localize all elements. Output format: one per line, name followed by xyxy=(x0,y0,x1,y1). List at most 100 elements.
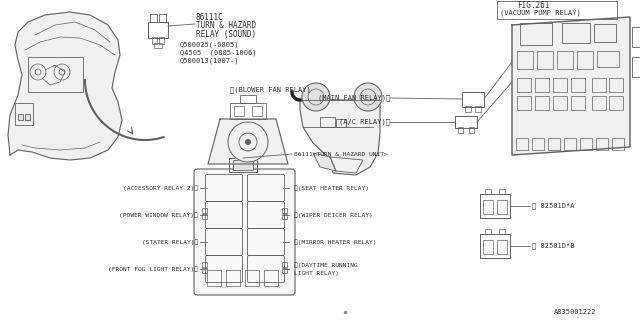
Bar xyxy=(150,14,157,22)
Text: ①(MIRROR HEATER RELAY): ①(MIRROR HEATER RELAY) xyxy=(294,239,376,245)
Bar xyxy=(230,103,266,119)
Bar xyxy=(18,114,23,120)
Bar xyxy=(632,57,640,77)
Bar xyxy=(202,268,207,273)
Text: Q4505  (0805-1006): Q4505 (0805-1006) xyxy=(180,50,257,56)
Bar xyxy=(159,37,164,44)
Text: TURN & HAZARD: TURN & HAZARD xyxy=(196,21,256,30)
Bar xyxy=(592,96,606,110)
Bar xyxy=(282,214,287,219)
Bar xyxy=(148,22,168,38)
Text: (MAIN FAN RELAY)②: (MAIN FAN RELAY)② xyxy=(317,95,390,101)
Text: Q500013(1007-): Q500013(1007-) xyxy=(180,58,239,64)
Circle shape xyxy=(354,83,382,111)
Bar xyxy=(28,57,83,92)
Bar xyxy=(497,1,617,19)
Text: (FRONT FOG LIGHT RELAY)①: (FRONT FOG LIGHT RELAY)① xyxy=(108,266,198,272)
Text: ①(WIPER DEICER RELAY): ①(WIPER DEICER RELAY) xyxy=(294,212,372,218)
Bar xyxy=(154,43,162,48)
Bar xyxy=(557,51,573,69)
Text: LIGHT RELAY): LIGHT RELAY) xyxy=(294,270,339,276)
Bar xyxy=(499,229,505,234)
Bar xyxy=(320,117,335,127)
Bar xyxy=(499,189,505,194)
Bar xyxy=(497,200,507,214)
Bar xyxy=(480,194,510,218)
Bar xyxy=(562,23,590,43)
Bar xyxy=(532,138,544,150)
Text: ①(DAYTIME RUNNING: ①(DAYTIME RUNNING xyxy=(294,262,358,268)
Polygon shape xyxy=(300,100,380,175)
Polygon shape xyxy=(313,153,336,171)
Text: FIG.261: FIG.261 xyxy=(517,1,549,10)
Bar xyxy=(15,103,33,125)
Bar xyxy=(202,208,207,213)
Bar xyxy=(282,262,287,267)
Bar xyxy=(483,240,493,254)
Text: A835001222: A835001222 xyxy=(554,309,596,315)
Bar xyxy=(483,200,493,214)
Bar xyxy=(592,78,606,92)
Circle shape xyxy=(228,122,268,162)
Bar xyxy=(202,262,207,267)
Bar xyxy=(535,96,549,110)
Bar xyxy=(517,78,531,92)
Bar xyxy=(485,229,491,234)
Bar xyxy=(475,106,481,112)
Bar xyxy=(226,270,240,286)
Bar xyxy=(264,270,278,286)
Text: RELAY (SOUND): RELAY (SOUND) xyxy=(196,29,256,38)
Bar xyxy=(252,106,262,116)
Bar xyxy=(535,78,549,92)
Bar xyxy=(25,114,30,120)
Bar xyxy=(577,51,593,69)
Polygon shape xyxy=(208,119,288,164)
Bar xyxy=(462,92,484,107)
Bar xyxy=(596,138,608,150)
FancyBboxPatch shape xyxy=(194,169,295,295)
Bar xyxy=(553,78,567,92)
Text: ②(BLOWER FAN RELAY): ②(BLOWER FAN RELAY) xyxy=(230,87,311,93)
Bar xyxy=(240,95,256,103)
Bar xyxy=(152,37,157,44)
Text: (ACCESSORY RELAY 2)①: (ACCESSORY RELAY 2)① xyxy=(123,185,198,191)
Text: (A/C RELAY)①: (A/C RELAY)① xyxy=(339,119,390,125)
Bar xyxy=(469,127,474,133)
Bar xyxy=(485,189,491,194)
Bar xyxy=(202,214,207,219)
Bar xyxy=(520,23,552,45)
Bar xyxy=(516,138,528,150)
Bar xyxy=(537,51,553,69)
Bar xyxy=(234,106,244,116)
Bar xyxy=(632,27,640,47)
Bar xyxy=(571,78,585,92)
Text: ① 82501D*A: ① 82501D*A xyxy=(532,203,575,209)
Bar xyxy=(594,24,616,42)
Bar xyxy=(580,138,592,150)
Text: ①(SEAT HEATER RELAY): ①(SEAT HEATER RELAY) xyxy=(294,185,369,191)
Bar xyxy=(229,158,257,172)
Bar xyxy=(564,138,576,150)
Bar xyxy=(517,51,533,69)
Bar xyxy=(159,14,166,22)
Bar xyxy=(282,268,287,273)
Bar xyxy=(455,116,477,128)
Bar xyxy=(233,160,253,170)
Bar xyxy=(548,138,560,150)
Bar xyxy=(553,96,567,110)
Bar xyxy=(282,208,287,213)
Bar xyxy=(245,270,259,286)
Text: Q500025(-0805): Q500025(-0805) xyxy=(180,42,239,48)
Circle shape xyxy=(302,83,330,111)
Bar xyxy=(517,96,531,110)
Text: (POWER WINDOW RELAY)①: (POWER WINDOW RELAY)① xyxy=(119,212,198,218)
Bar xyxy=(480,234,510,258)
Bar xyxy=(465,106,471,112)
Polygon shape xyxy=(8,12,122,160)
Text: 86111C: 86111C xyxy=(196,13,224,22)
Bar xyxy=(609,78,623,92)
Bar xyxy=(612,138,624,150)
Bar xyxy=(497,240,507,254)
Text: (VACUUM PUMP RELAY): (VACUUM PUMP RELAY) xyxy=(500,10,580,16)
Bar xyxy=(609,96,623,110)
